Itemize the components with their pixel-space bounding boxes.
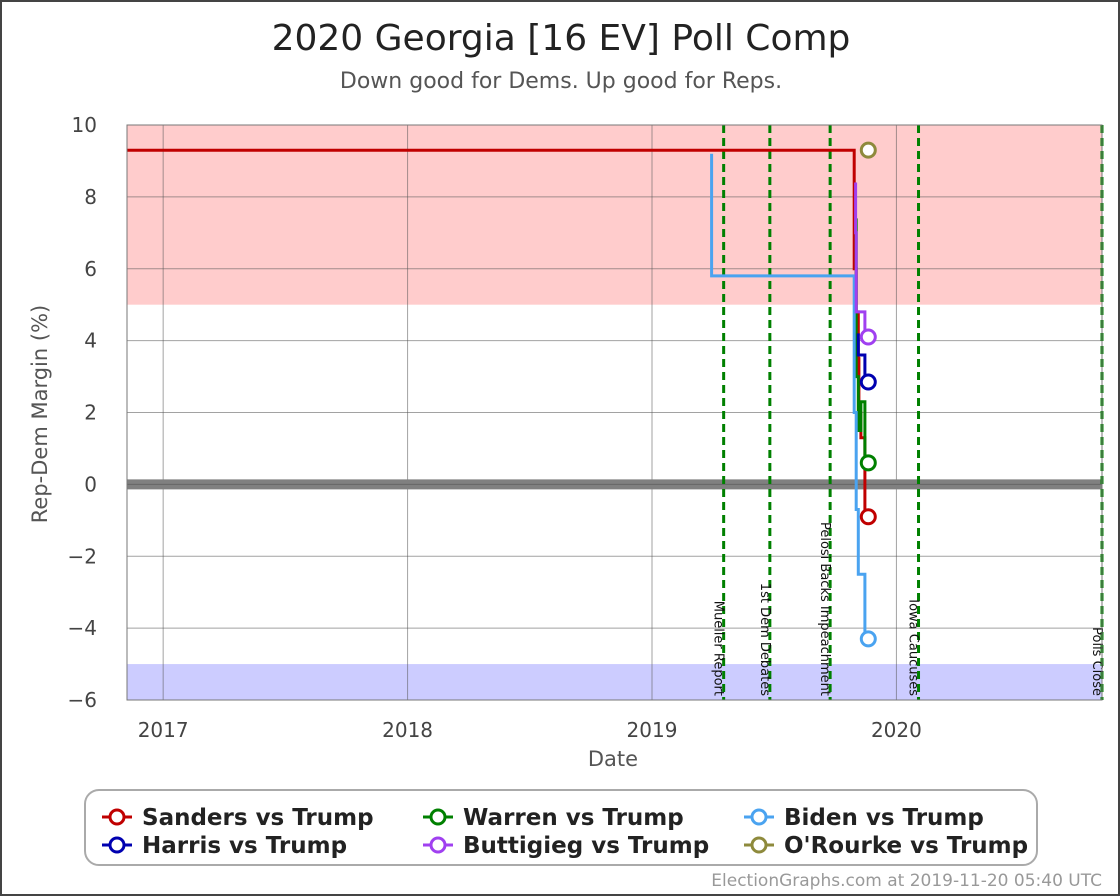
legend-label: O'Rourke vs Trump — [784, 833, 1028, 859]
y-tick-label: 6 — [84, 257, 97, 281]
legend-swatch-marker — [429, 808, 447, 826]
footer-credit: ElectionGraphs.com at 2019-11-20 05:40 U… — [711, 871, 1102, 891]
event-label: 1st Dem Debates — [757, 583, 772, 696]
x-tick-label: 2017 — [138, 718, 189, 742]
legend-label: Warren vs Trump — [463, 805, 684, 831]
y-tick-label: −4 — [68, 616, 97, 640]
event-label: Iowa Caucuses — [906, 599, 921, 696]
warren-vs-trump-endpoint — [859, 454, 877, 472]
y-axis-title: Rep-Dem Margin (%) — [28, 305, 52, 523]
legend-swatch-marker — [108, 808, 126, 826]
legend-label: Biden vs Trump — [784, 805, 984, 831]
rep-strong-band — [127, 125, 1102, 305]
plot-border — [126, 124, 1103, 701]
x-tick-label: 2019 — [627, 718, 678, 742]
x-tick-label: 2020 — [871, 718, 922, 742]
sanders-vs-trump-endpoint — [859, 508, 877, 526]
legend-swatch-marker — [750, 836, 768, 854]
x-axis-title: Date — [588, 747, 638, 771]
event-label: Polls Close — [1089, 627, 1104, 696]
y-tick-label: −6 — [68, 688, 97, 712]
legend-swatch-marker — [429, 836, 447, 854]
x-tick-label: 2018 — [382, 718, 433, 742]
y-tick-label: 4 — [84, 329, 97, 353]
event-label: Mueller Report — [711, 601, 726, 696]
legend-label: Sanders vs Trump — [142, 805, 374, 831]
biden-vs-trump-line — [710, 153, 869, 641]
harris-vs-trump-endpoint — [859, 373, 877, 391]
y-tick-label: 10 — [72, 113, 97, 137]
series-lines — [127, 141, 877, 648]
chart-subtitle: Down good for Dems. Up good for Reps. — [340, 69, 782, 94]
y-tick-label: −2 — [68, 544, 97, 568]
legend-label: Harris vs Trump — [142, 833, 347, 859]
y-tick-label: 0 — [84, 472, 97, 496]
o-rourke-vs-trump-endpoint — [859, 141, 877, 159]
legend-swatch-marker — [108, 836, 126, 854]
event-label: Pelosi Backs Impeachment — [817, 522, 832, 696]
legend: Sanders vs Trump Warren vs Trump Biden vs … — [84, 789, 1038, 866]
legend-swatch-marker — [750, 808, 768, 826]
biden-vs-trump-endpoint — [859, 630, 877, 648]
chart-title: 2020 Georgia [16 EV] Poll Comp — [272, 18, 851, 59]
warren-vs-trump-line — [854, 218, 869, 465]
grid-lines: 10 8 6 4 2 0 −2 −4 −6 2017 2018 2019 2020 — [68, 113, 1102, 742]
legend-label: Buttigieg vs Trump — [463, 833, 709, 859]
y-tick-label: 2 — [84, 401, 97, 425]
legend-box — [84, 789, 1038, 866]
y-tick-label: 8 — [84, 185, 97, 209]
buttigieg-vs-trump-endpoint — [859, 328, 877, 346]
dem-strong-band — [127, 664, 1102, 700]
axes — [126, 124, 1103, 701]
